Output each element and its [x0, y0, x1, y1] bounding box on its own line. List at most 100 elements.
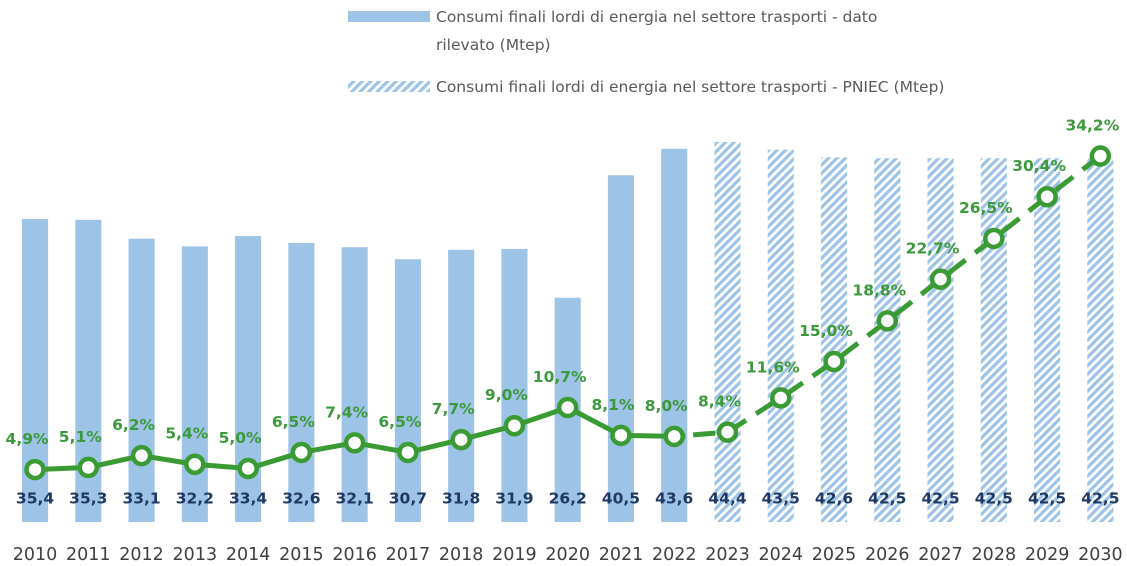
- bar: [980, 158, 1007, 522]
- bar: [1087, 158, 1114, 522]
- line-point: [1036, 185, 1058, 208]
- line-point: [823, 350, 845, 373]
- bar-value-label: 35,3: [69, 490, 107, 508]
- line-value-label: 18,8%: [852, 281, 906, 299]
- bar-value-label: 32,2: [176, 490, 214, 508]
- line-value-label: 7,4%: [325, 403, 368, 421]
- bar-value-label: 30,7: [389, 490, 427, 508]
- bar: [181, 246, 208, 523]
- line-point: [397, 441, 419, 464]
- bar-value-label: 32,6: [282, 490, 320, 508]
- bar-value-label: 32,1: [336, 490, 374, 508]
- bar-value-label: 44,4: [708, 490, 746, 508]
- x-tick-label: 2017: [386, 545, 431, 565]
- x-tick-label: 2012: [119, 545, 164, 565]
- line-point: [876, 310, 899, 332]
- line-value-label: 6,2%: [112, 416, 155, 434]
- bar-value-label: 33,4: [229, 490, 267, 508]
- bar-value-label: 35,4: [16, 490, 54, 508]
- bar-value-label: 26,2: [549, 490, 587, 508]
- bar-value-label: 42,5: [1081, 490, 1119, 508]
- x-tick-label: 2011: [66, 545, 111, 565]
- bar-value-label: 42,6: [815, 490, 853, 508]
- line-point: [556, 396, 579, 419]
- x-tick-label: 2010: [13, 545, 58, 565]
- line-value-label: 6,5%: [272, 413, 315, 431]
- line-point: [130, 444, 153, 467]
- line-point: [24, 458, 46, 481]
- line-point: [290, 441, 313, 464]
- x-tick-label: 2014: [226, 545, 271, 565]
- x-tick-label: 2026: [865, 545, 910, 565]
- line-point: [1089, 145, 1112, 167]
- bar: [448, 249, 475, 523]
- line-point: [450, 428, 472, 451]
- line-value-label: 34,2%: [1065, 117, 1119, 135]
- bar: [128, 238, 155, 522]
- bar-value-label: 42,5: [868, 490, 906, 508]
- x-tick-label: 2027: [918, 545, 963, 565]
- line-point: [77, 456, 100, 479]
- x-tick-label: 2015: [279, 545, 324, 565]
- bar: [767, 149, 794, 522]
- line-point: [663, 425, 685, 448]
- bar: [607, 175, 635, 522]
- line-point: [343, 432, 366, 454]
- bar-value-label: 42,5: [975, 490, 1013, 508]
- bar: [1034, 158, 1061, 522]
- line-value-label: 10,7%: [533, 368, 587, 386]
- line-value-label: 8,4%: [698, 393, 741, 411]
- line-value-label: 7,7%: [432, 400, 475, 418]
- legend-label: Consumi finali lordi di energia nel sett…: [436, 8, 878, 54]
- x-tick-label: 2024: [758, 545, 803, 565]
- x-tick-label: 2029: [1025, 545, 1070, 565]
- bar-value-label: 31,8: [442, 490, 480, 508]
- line-point: [770, 387, 792, 409]
- bar-value-label: 40,5: [602, 490, 640, 508]
- line-point: [929, 268, 952, 290]
- line-value-label: 30,4%: [1012, 157, 1066, 175]
- line-value-label: 6,5%: [378, 413, 421, 431]
- bar-value-label: 31,9: [495, 490, 533, 508]
- line-value-label: 11,6%: [746, 358, 800, 376]
- x-tick-label: 2030: [1078, 545, 1123, 565]
- line-value-label: 5,4%: [165, 425, 208, 443]
- line-value-label: 22,7%: [906, 240, 960, 258]
- legend-label: Consumi finali lordi di energia nel sett…: [436, 78, 945, 96]
- bar: [820, 157, 848, 522]
- x-tick-label: 2019: [492, 545, 537, 565]
- x-tick-label: 2022: [652, 545, 697, 565]
- line-point: [503, 414, 526, 437]
- bar: [501, 248, 528, 522]
- line-value-label: 9,0%: [485, 386, 528, 404]
- bar-value-label: 42,5: [1028, 490, 1066, 508]
- line-value-label: 15,0%: [799, 322, 853, 340]
- bar: [661, 148, 688, 522]
- bar: [927, 158, 954, 522]
- x-tick-label: 2028: [972, 545, 1017, 565]
- line-point: [184, 453, 206, 475]
- line-value-label: 4,9%: [6, 430, 49, 448]
- line-value-label: 8,0%: [645, 397, 688, 415]
- bar: [288, 242, 315, 522]
- x-tick-label: 2020: [545, 545, 590, 565]
- x-tick-label: 2016: [332, 545, 377, 565]
- bar-value-label: 43,6: [655, 490, 693, 508]
- x-tick-label: 2021: [599, 545, 644, 565]
- x-tick-label: 2018: [439, 545, 484, 565]
- bar: [341, 247, 368, 522]
- line-value-label: 8,1%: [591, 396, 634, 414]
- bar-value-label: 42,5: [921, 490, 959, 508]
- legend-swatch: [348, 11, 430, 22]
- bar: [874, 158, 901, 522]
- line-value-label: 5,0%: [219, 429, 262, 447]
- line-point: [983, 227, 1005, 250]
- bar: [394, 259, 421, 522]
- bar-value-label: 33,1: [122, 490, 160, 508]
- line-value-label: 5,1%: [59, 428, 102, 446]
- bar-value-label: 43,5: [762, 490, 800, 508]
- line-point: [716, 421, 739, 443]
- bar: [714, 141, 741, 522]
